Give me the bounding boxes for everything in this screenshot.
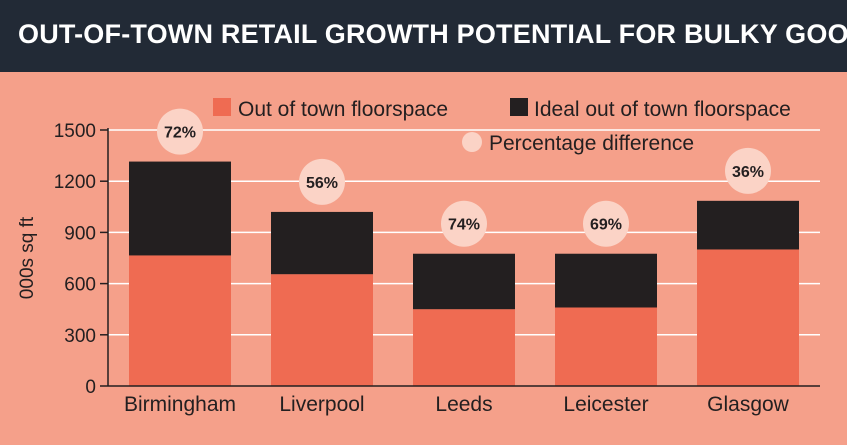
bar-out-of-town-leeds: [413, 309, 515, 386]
legend-bubble-icon: [462, 132, 482, 152]
x-tick-label: Birmingham: [124, 393, 236, 416]
y-axis-label: 000s sq ft: [17, 216, 38, 299]
bar-ideal-birmingham: [129, 161, 231, 256]
bars: [129, 161, 799, 386]
y-tick-label: 0: [85, 377, 96, 398]
x-tick-label: Liverpool: [279, 393, 364, 416]
percentage-label: 56%: [306, 175, 338, 192]
title-bar: OUT-OF-TOWN RETAIL GROWTH POTENTIAL FOR …: [0, 0, 847, 72]
percentage-bubble: [583, 200, 629, 247]
legend-swatch-ideal: [510, 98, 528, 116]
percentage-bubble: [157, 108, 203, 155]
bar-out-of-town-glasgow: [697, 249, 799, 386]
x-tick-label: Leicester: [563, 393, 648, 416]
legend-label-ideal: Ideal out of town floorspace: [534, 98, 791, 121]
percentage-label: 69%: [590, 217, 622, 234]
y-tick-label: 1500: [54, 121, 96, 142]
y-tick-label: 600: [64, 275, 96, 296]
bar-ideal-leicester: [555, 253, 657, 308]
percentage-label: 36%: [732, 164, 764, 181]
percentage-bubble: [441, 200, 487, 247]
bar-ideal-liverpool: [271, 211, 373, 275]
legend: Out of town floorspace Ideal out of town…: [213, 98, 791, 155]
chart-title: OUT-OF-TOWN RETAIL GROWTH POTENTIAL FOR …: [18, 19, 847, 49]
y-tick-label: 300: [64, 326, 96, 347]
percentage-bubble: [299, 158, 345, 205]
bar-ideal-glasgow: [697, 200, 799, 250]
bar-ideal-leeds: [413, 253, 515, 310]
legend-swatch-out-of-town: [213, 98, 231, 116]
legend-label-percentage: Percentage difference: [489, 132, 694, 155]
legend-label-out-of-town: Out of town floorspace: [238, 98, 448, 121]
percentage-bubble: [725, 147, 771, 194]
percentage-label: 74%: [448, 217, 480, 234]
x-tick-label: Glasgow: [707, 393, 790, 416]
percentage-label: 72%: [164, 125, 196, 142]
axes: 0 300 600 900 1200 1500 Birmingham Liverpool Lee…: [54, 121, 820, 416]
bar-out-of-town-leicester: [555, 307, 657, 386]
y-tick-label: 900: [64, 223, 96, 244]
bar-out-of-town-birmingham: [129, 255, 231, 386]
y-tick-label: 1200: [54, 172, 96, 193]
bar-out-of-town-liverpool: [271, 274, 373, 386]
percentage-bubbles: 72% 56% 74% 69% 36%: [157, 108, 771, 247]
x-tick-label: Leeds: [435, 393, 492, 416]
